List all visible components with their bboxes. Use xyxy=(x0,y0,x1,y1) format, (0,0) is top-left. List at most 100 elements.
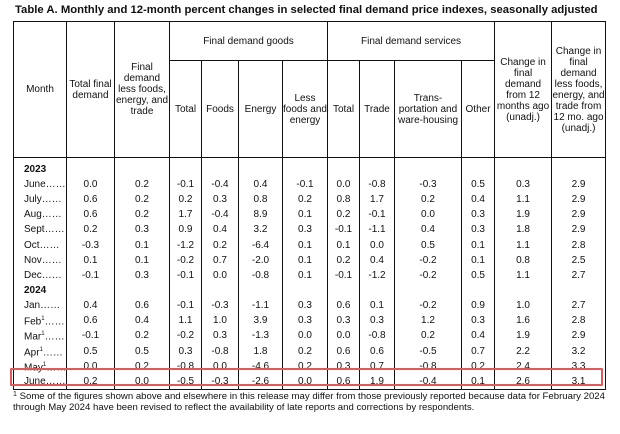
value-cell: 2.9 xyxy=(551,328,607,344)
value-cell: 0.2 xyxy=(282,192,328,208)
value-cell: 0.9 xyxy=(460,297,496,313)
value-cell: 0.3 xyxy=(327,312,360,329)
value-cell: 3.9 xyxy=(238,312,283,329)
value-cell: 0.1 xyxy=(460,252,496,268)
value-cell: 0.3 xyxy=(201,192,239,208)
table-row: Dec…… -0.1 0.3 -0.1 0.0 -0.8 0.1 -0.1 -1.2 -0.2 0.… xyxy=(13,267,607,283)
month-label: Sept…… xyxy=(13,222,67,238)
month-label: Dec…… xyxy=(13,267,67,283)
value-cell: 0.3 xyxy=(169,343,202,359)
header-services-trade: Trade xyxy=(359,60,395,158)
table-row: May1…… 0.0 0.2 -0.8 0.0 -4.6 0.2 0.3 0.7 -0.8 0.2 2… xyxy=(13,358,607,375)
value-cell: 8.9 xyxy=(238,207,283,223)
value-cell: 0.1 xyxy=(282,267,328,283)
value-cell: 1.8 xyxy=(238,343,283,359)
value-cell: -0.1 xyxy=(169,177,202,193)
footnote-marker: 1 xyxy=(13,391,17,398)
value-cell: 0.3 xyxy=(282,312,328,329)
value-cell: 0.1 xyxy=(359,297,395,313)
value-cell: -1.1 xyxy=(359,222,395,238)
value-cell: 0.6 xyxy=(66,192,115,208)
value-cell: 0.3 xyxy=(114,222,170,238)
table-row: Mar1…… -0.1 0.2 -0.2 0.3 -1.3 0.0 0.0 -0.8 0.2 0.4… xyxy=(13,328,607,344)
value-cell: -0.8 xyxy=(238,267,283,283)
value-cell: 0.4 xyxy=(114,312,170,329)
value-cell: 0.5 xyxy=(66,343,115,359)
value-cell: -0.2 xyxy=(394,267,462,283)
value-cell: 0.1 xyxy=(282,237,328,253)
value-cell: -0.2 xyxy=(394,297,462,313)
value-cell: 0.2 xyxy=(114,177,170,193)
header-goods-foods: Foods xyxy=(201,60,239,158)
value-cell: -0.5 xyxy=(394,343,462,359)
value-cell: 0.2 xyxy=(327,252,360,268)
month-label: Jan…… xyxy=(13,297,67,313)
value-cell: 0.1 xyxy=(460,374,496,391)
value-cell: 0.1 xyxy=(66,252,115,268)
value-cell: 2.9 xyxy=(551,207,607,223)
value-cell: 1.9 xyxy=(494,207,553,223)
header-services-transportation: Trans-portation and ware-housing xyxy=(394,60,462,158)
value-cell: 0.4 xyxy=(359,252,395,268)
value-cell: 0.0 xyxy=(66,177,115,193)
value-cell: 0.2 xyxy=(66,222,115,238)
value-cell: -0.1 xyxy=(359,207,395,223)
header-services-total: Total xyxy=(327,60,360,158)
value-cell: -0.2 xyxy=(169,252,202,268)
table-row: Jan…… 0.4 0.6 -0.1 -0.3 -1.1 0.3 0.6 0.1 -0.2 0.9 1… xyxy=(13,297,607,313)
value-cell: 0.2 xyxy=(114,192,170,208)
table-row: Apr1…… 0.5 0.5 0.3 -0.8 1.8 0.2 0.6 0.6 -0.5 0.7 2.… xyxy=(13,343,607,359)
value-cell: 0.5 xyxy=(114,343,170,359)
value-cell: 0.8 xyxy=(327,192,360,208)
table-row: June…… 0.2 0.0 -0.5 -0.3 -2.6 0.0 0.6 1.9 -0.4 0.1… xyxy=(13,374,607,391)
header-final-demand-services: Final demand services xyxy=(326,21,496,61)
value-cell: -0.3 xyxy=(394,177,462,193)
year-row: 2024 xyxy=(13,282,607,298)
year-label: 2023 xyxy=(13,162,67,178)
header-final-demand-goods: Final demand goods xyxy=(169,21,328,61)
value-cell: 0.2 xyxy=(394,192,462,208)
value-cell: -0.8 xyxy=(359,177,395,193)
value-cell: -0.1 xyxy=(327,222,360,238)
table-row: Nov…… 0.1 0.1 -0.2 0.7 -2.0 0.1 0.2 0.4 -0.2 0.1 0.… xyxy=(13,252,607,268)
header-goods-less-foods-energy: Less foods and energy xyxy=(282,60,328,158)
value-cell: -2.0 xyxy=(238,252,283,268)
value-cell: 0.4 xyxy=(460,328,496,344)
header-month: Month xyxy=(13,21,67,158)
value-cell: 1.6 xyxy=(494,312,553,329)
month-label: Oct…… xyxy=(13,237,67,253)
value-cell: 0.6 xyxy=(66,312,115,329)
value-cell: 2.7 xyxy=(551,267,607,283)
table-row: Feb1…… 0.6 0.4 1.1 1.0 3.9 0.3 0.3 0.3 1.2 0.3 1.6 2… xyxy=(13,312,607,329)
value-cell: 3.2 xyxy=(238,222,283,238)
header-goods-energy: Energy xyxy=(238,60,283,158)
header-total-final-demand: Total final demand xyxy=(66,21,115,158)
table-body: 2023 June…… 0.0 0.2 -0.1 -0.4 0.4 -0.1 0.0 -0.8 -0… xyxy=(13,157,607,391)
value-cell: 0.7 xyxy=(460,343,496,359)
value-cell: 0.1 xyxy=(282,252,328,268)
price-index-table: Month Total final demand Final demand le… xyxy=(13,21,607,391)
value-cell: 1.2 xyxy=(394,312,462,329)
value-cell: 0.1 xyxy=(114,252,170,268)
value-cell: 2.7 xyxy=(551,297,607,313)
value-cell: -6.4 xyxy=(238,237,283,253)
value-cell: 0.6 xyxy=(327,343,360,359)
revision-marker: 1 xyxy=(42,361,47,368)
value-cell: 0.6 xyxy=(114,297,170,313)
value-cell: 0.3 xyxy=(282,222,328,238)
value-cell: -0.8 xyxy=(359,328,395,344)
month-label: Mar1…… xyxy=(13,328,67,344)
value-cell: 0.3 xyxy=(460,222,496,238)
value-cell: 2.2 xyxy=(494,343,553,359)
value-cell: 0.1 xyxy=(327,237,360,253)
revision-marker: 1 xyxy=(41,315,45,322)
value-cell: 0.3 xyxy=(201,328,239,344)
value-cell: 0.2 xyxy=(327,207,360,223)
value-cell: 0.1 xyxy=(114,237,170,253)
value-cell: 0.4 xyxy=(238,177,283,193)
month-label: Aug…… xyxy=(13,207,67,223)
value-cell: 2.8 xyxy=(551,237,607,253)
table-title: Table A. Monthly and 12-month percent ch… xyxy=(15,4,598,16)
value-cell: 1.0 xyxy=(494,297,553,313)
value-cell: 2.9 xyxy=(551,177,607,193)
